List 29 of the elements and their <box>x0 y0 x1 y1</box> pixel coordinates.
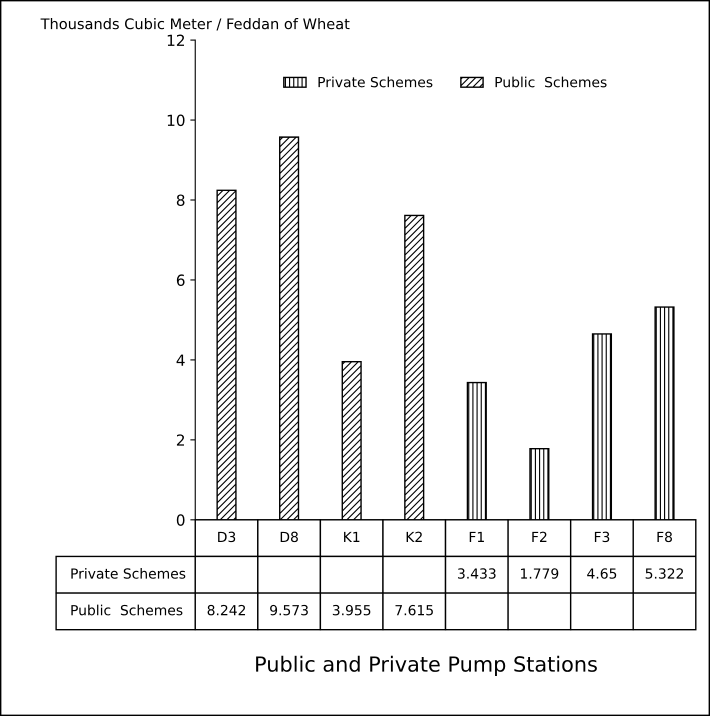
x-tick-label: D3 <box>218 532 236 542</box>
x-tick-label: F8 <box>657 532 672 542</box>
y-tick-label: 10 <box>168 114 185 126</box>
data-label: 8.242 <box>208 604 246 616</box>
y-tick-label: 6 <box>176 274 185 286</box>
data-label: 9.573 <box>270 604 308 616</box>
x-tick-label: K2 <box>406 532 422 542</box>
y-tick-label: 0 <box>176 514 185 526</box>
y-tick-label: 8 <box>176 194 184 206</box>
text: Private Schemes <box>71 568 186 579</box>
y-tick-label: 2 <box>176 434 184 446</box>
y-axis-title: Thousands Cubic Meter / Feddan of Wheat <box>40 18 350 30</box>
data-label: 1.779 <box>521 568 558 579</box>
x-tick-label: K1 <box>344 532 360 542</box>
y-tick-label: 12 <box>168 34 184 46</box>
x-tick-label: F1 <box>470 532 484 542</box>
y-tick-label: 4 <box>176 354 185 366</box>
data-label: 3.955 <box>332 604 370 616</box>
data-label: 3.433 <box>458 568 496 579</box>
legend-label: Private Schemes <box>318 76 432 88</box>
legend-label: Public Schemes <box>496 76 607 88</box>
x-tick-label: D8 <box>280 532 298 542</box>
x-tick-label: F3 <box>594 532 610 542</box>
x-tick-label: F2 <box>532 532 546 542</box>
text: Public and Private Pump Stations <box>256 656 597 676</box>
text: Public Schemes <box>71 604 182 616</box>
data-label: 7.615 <box>396 604 433 616</box>
data-label: 4.65 <box>587 568 616 579</box>
data-label: 5.322 <box>646 568 684 579</box>
